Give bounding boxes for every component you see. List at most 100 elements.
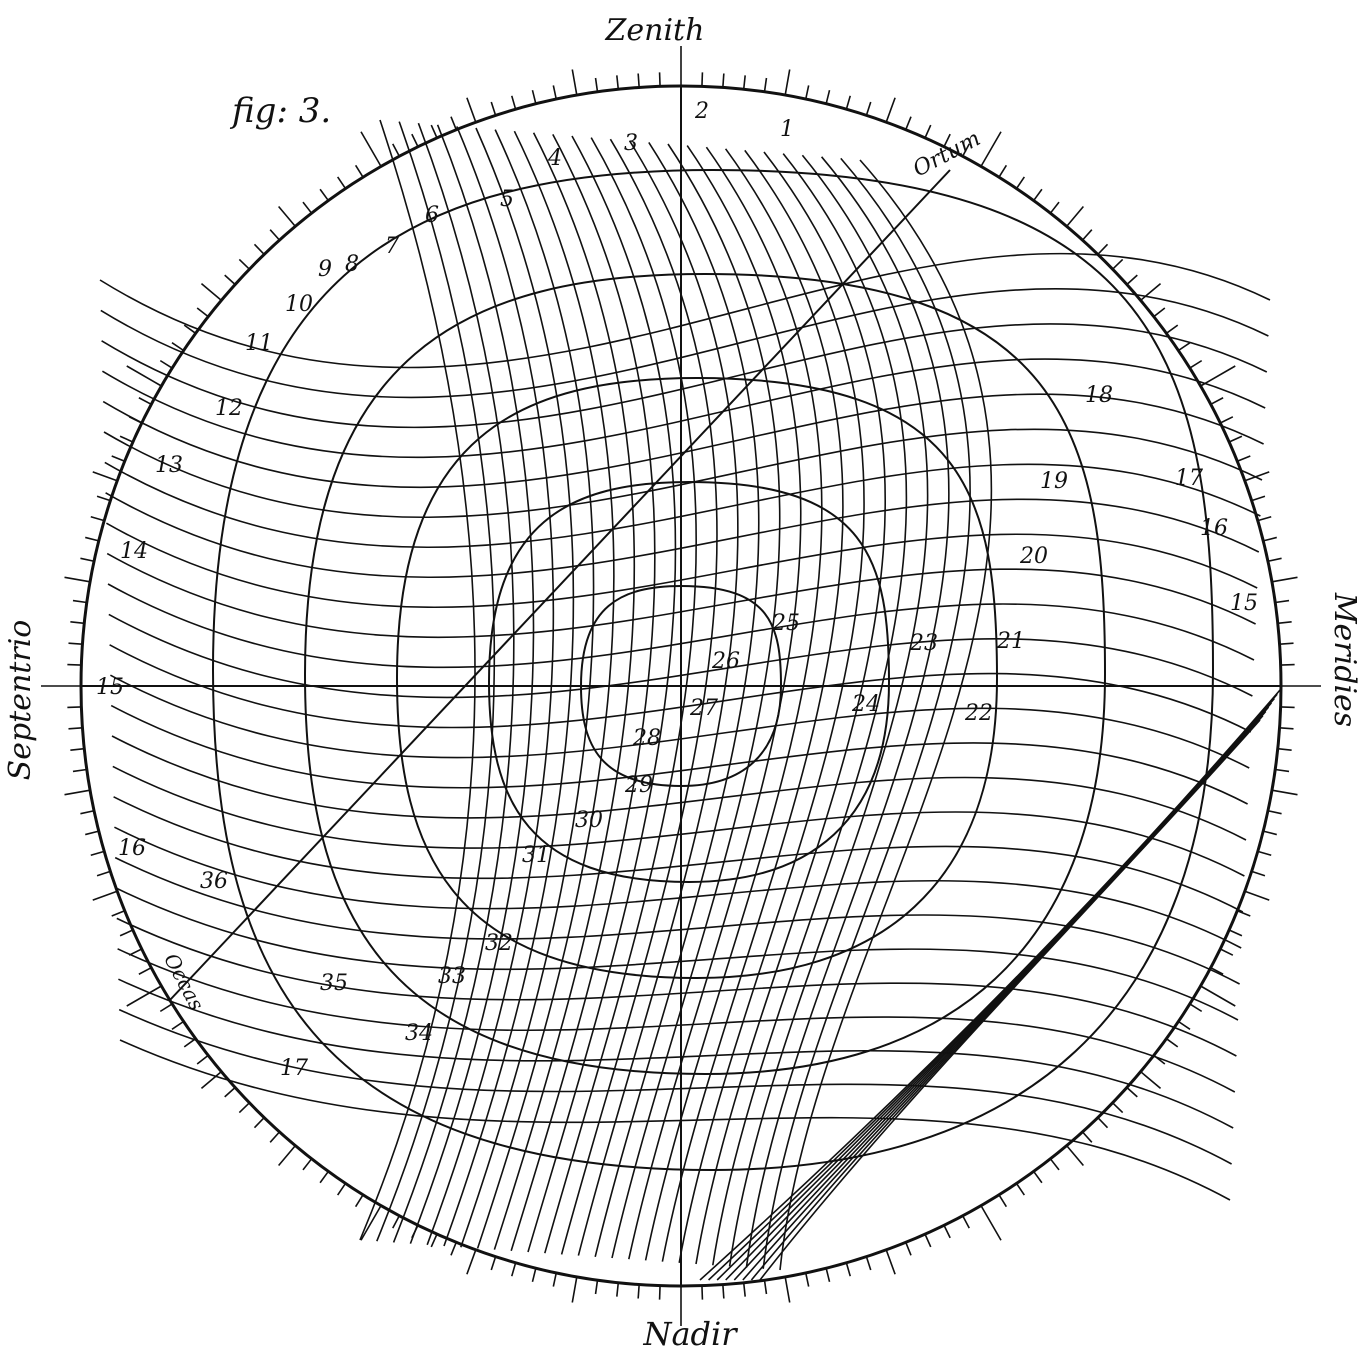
hour-curve: [359, 119, 476, 1241]
concentric-ring: [487, 480, 891, 884]
rim-tick: [804, 1272, 810, 1287]
parallel-curve: [110, 674, 1250, 769]
number-label: 10: [285, 292, 313, 317]
rim-tick: [1277, 747, 1292, 751]
rim-tick: [411, 133, 419, 148]
rim-tick: [961, 1215, 970, 1229]
number-label: 15: [96, 675, 124, 700]
rim-tick: [490, 1256, 497, 1271]
rim-tick: [1251, 870, 1266, 877]
curve-grid: [81, 86, 1281, 1286]
zenith-label: Zenith: [605, 13, 705, 48]
rim-tick: [1177, 341, 1191, 352]
rim-tick: [92, 471, 118, 482]
rim-tick: [90, 850, 105, 857]
hour-curve: [577, 140, 739, 1256]
parallel-curve: [109, 644, 1252, 733]
number-label: 32: [485, 931, 513, 956]
rim-tick: [1126, 1086, 1138, 1098]
rim-tick: [865, 1256, 872, 1271]
rim-tick: [637, 1284, 640, 1299]
rim-tick: [924, 124, 932, 139]
rim-tick: [392, 143, 401, 157]
rim-tick: [1279, 642, 1294, 645]
rim-tick: [510, 95, 517, 110]
rim-tick: [450, 1242, 457, 1256]
meridies-label: Meridies: [1327, 592, 1362, 727]
number-label: 19: [1040, 469, 1068, 494]
rim-tick: [1279, 727, 1294, 730]
parallel-curve: [119, 1039, 1231, 1201]
rim-tick: [92, 890, 118, 901]
parallel-curve: [105, 492, 1260, 579]
rim-tick: [336, 1182, 347, 1196]
hour-curve: [426, 126, 555, 1246]
rim-tick: [784, 1276, 791, 1303]
rim-tick: [490, 101, 497, 116]
rim-tick: [637, 73, 640, 88]
number-label: 16: [118, 836, 146, 861]
number-label: 21: [996, 629, 1025, 654]
rim-tick: [998, 1194, 1008, 1208]
concentric-ring: [211, 168, 1215, 1172]
rim-tick: [1257, 850, 1272, 857]
rim-tick: [1271, 576, 1298, 583]
parallel-curve: [118, 1008, 1232, 1165]
rim-tick: [1015, 176, 1026, 190]
rim-tick: [1033, 1170, 1043, 1184]
rim-tick: [360, 1205, 382, 1241]
rim-tick: [845, 95, 852, 110]
rim-tick: [1200, 365, 1236, 387]
rim-tick: [278, 1145, 296, 1167]
rim-tick: [552, 1272, 558, 1287]
rim-tick: [466, 1249, 477, 1275]
rim-tick: [1237, 910, 1251, 917]
rim-tick: [80, 557, 95, 563]
hour-curve: [443, 127, 575, 1247]
rim-tick: [571, 69, 578, 96]
rim-tick: [943, 133, 951, 148]
parallel-curve: [99, 252, 1271, 369]
rim-tick: [128, 948, 143, 956]
number-label: 24: [851, 692, 880, 717]
rim-tick: [722, 1284, 725, 1299]
rim-tick: [1033, 188, 1043, 202]
rim-tick: [450, 116, 457, 130]
number-label: 6: [425, 203, 439, 228]
rim-tick: [159, 1003, 173, 1013]
rim-tick: [980, 131, 1002, 167]
number-label: 20: [1019, 544, 1048, 569]
rim-tick: [126, 985, 162, 1007]
rim-tick: [1262, 536, 1277, 542]
septentrio-label: Septentrio: [3, 620, 38, 781]
number-label: 11: [245, 331, 273, 356]
rim-tick: [96, 870, 111, 877]
rim-tick: [224, 1086, 236, 1098]
rim-tick: [126, 365, 162, 387]
hour-curve: [560, 138, 718, 1255]
rim-tick: [594, 1280, 599, 1295]
rim-tick: [1210, 966, 1224, 975]
rim-tick: [1097, 243, 1109, 255]
parallel-curve: [114, 826, 1242, 949]
rim-tick: [885, 1249, 896, 1275]
number-label: 7: [385, 234, 399, 259]
rim-tick: [119, 435, 134, 443]
rim-tick: [1066, 1145, 1084, 1167]
rim-tick: [1140, 1071, 1162, 1089]
hour-curve: [476, 130, 615, 1249]
rim-tick: [183, 324, 197, 334]
hour-curve: [460, 129, 595, 1248]
number-label: 25: [771, 611, 800, 636]
nadir-label: Nadir: [642, 1315, 738, 1353]
rim-tick: [825, 1267, 831, 1282]
rim-tick: [159, 359, 173, 369]
rim-tick: [1257, 515, 1272, 522]
rim-tick: [319, 188, 329, 202]
number-label: 26: [711, 649, 740, 674]
parallel-curve: [101, 323, 1268, 429]
number-label: 16: [1200, 516, 1228, 541]
rim-tick: [1165, 1038, 1179, 1048]
number-label: 1: [780, 117, 794, 142]
hour-curve: [661, 148, 844, 1262]
